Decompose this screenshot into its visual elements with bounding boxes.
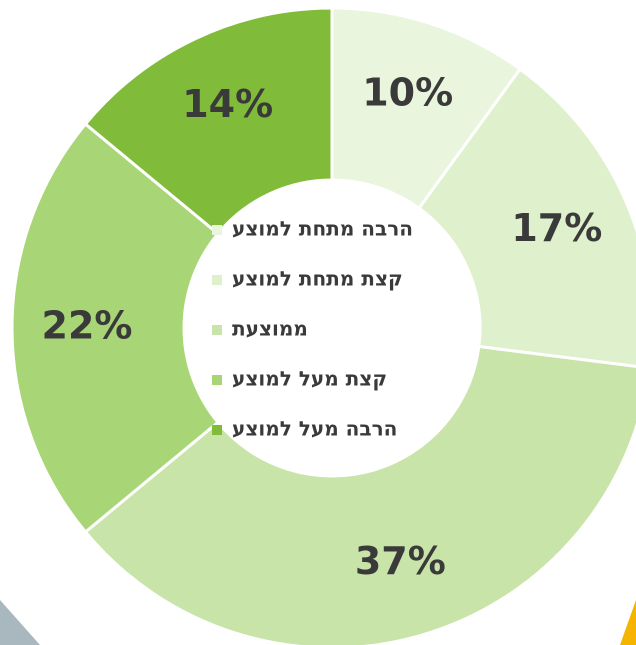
value-label: 22% (42, 304, 133, 348)
legend-label: הרבה מעל למוצע (232, 417, 397, 441)
value-label: 37% (355, 539, 446, 583)
donut-segment (416, 67, 636, 368)
donut-segment (83, 344, 636, 645)
legend-marker (212, 375, 222, 385)
corner-decoration (0, 600, 40, 645)
value-label: 14% (182, 82, 273, 126)
corner-decoration (620, 600, 636, 645)
legend-marker (212, 275, 222, 285)
value-label: 17% (511, 206, 602, 250)
legend-label: הרבה מתחת למוצע (232, 217, 413, 241)
legend-marker (212, 325, 222, 335)
legend-label: קצת מעל למוצע (232, 367, 387, 391)
legend-marker (212, 425, 222, 435)
legend-label: ממוצעת (232, 317, 308, 341)
donut-segment (10, 121, 221, 535)
donut-segment (83, 6, 334, 236)
value-label: 10% (362, 70, 453, 114)
legend-marker (212, 225, 222, 235)
legend-label: קצת מתחת למוצע (232, 267, 403, 291)
